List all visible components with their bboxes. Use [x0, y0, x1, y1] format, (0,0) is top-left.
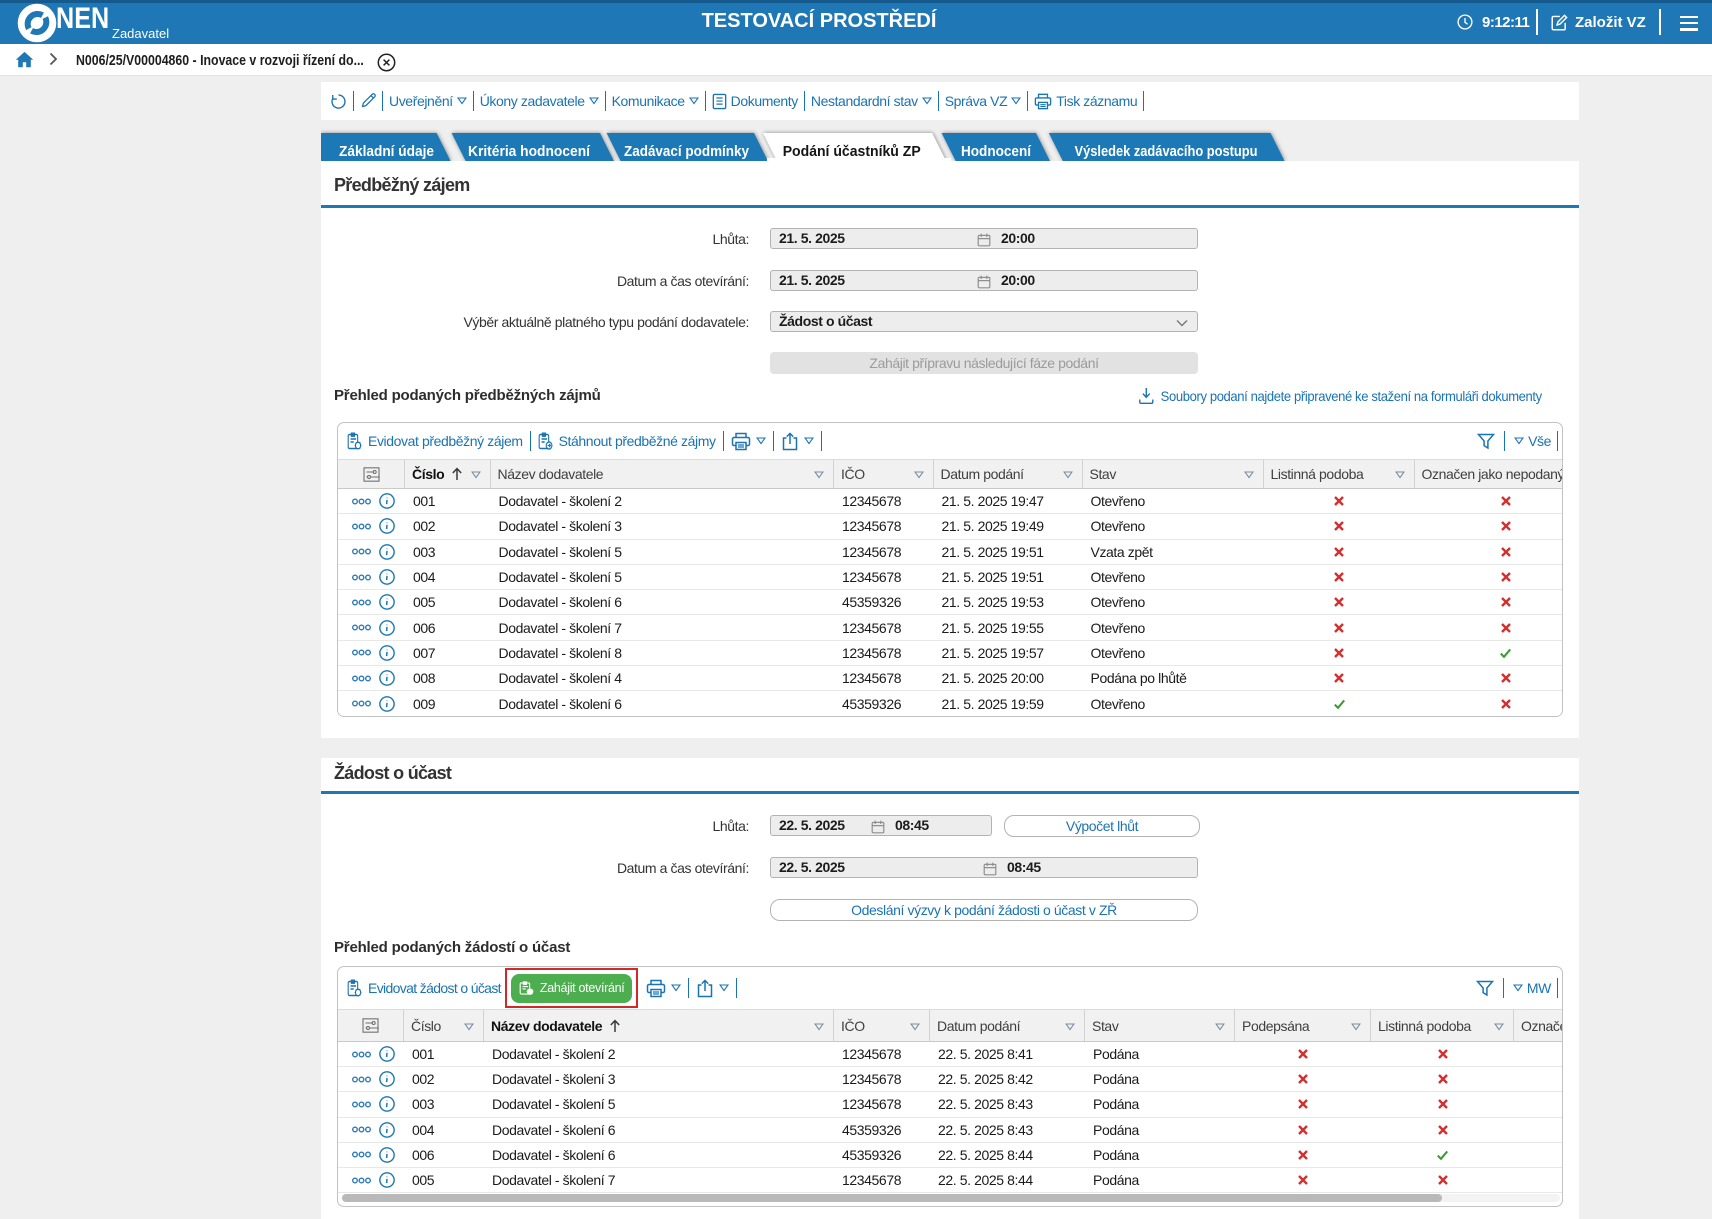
svg-text:Základní údaje: Základní údaje: [339, 143, 434, 160]
svg-text:Podání účastníků ZP: Podání účastníků ZP: [783, 143, 921, 160]
svg-text:Hodnocení: Hodnocení: [961, 143, 1032, 160]
svg-text:Výsledek zadávacího postupu: Výsledek zadávacího postupu: [1075, 143, 1258, 160]
svg-text:Zadávací podmínky: Zadávací podmínky: [624, 143, 750, 160]
svg-text:Kritéria hodnocení: Kritéria hodnocení: [468, 143, 591, 160]
